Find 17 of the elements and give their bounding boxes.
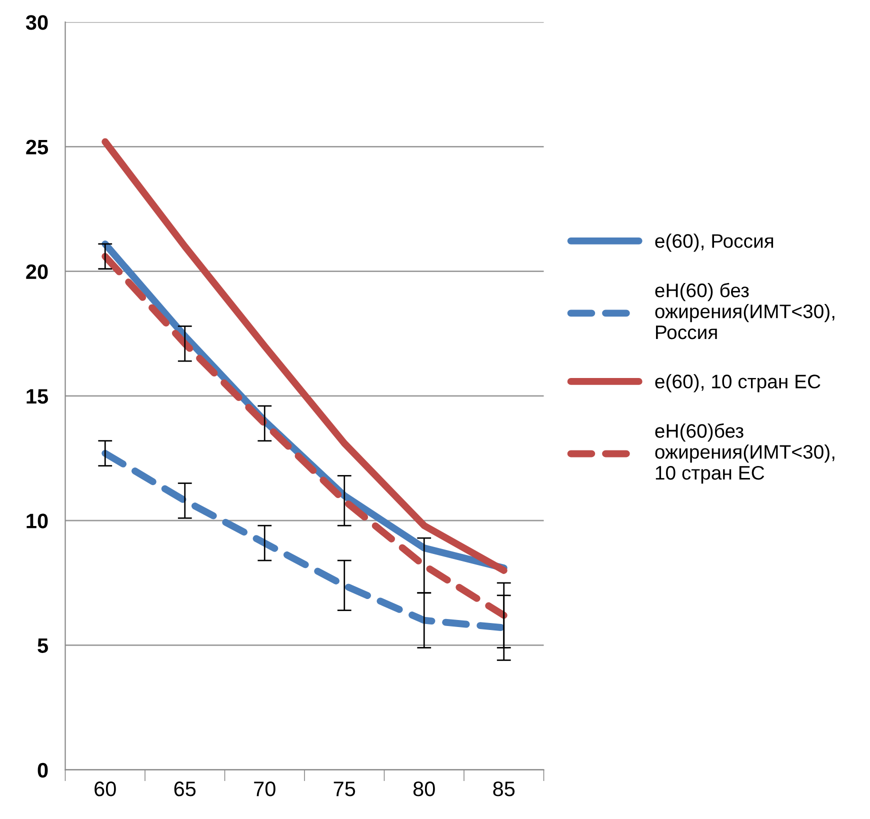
y-tick-label: 0: [38, 762, 48, 778]
legend-label: eH(60) без ожирения(ИМТ<30), Россия: [655, 282, 834, 340]
x-tick-label: 80: [413, 782, 435, 796]
y-tick-label: 25: [26, 140, 48, 154]
y-tick-label: 5: [38, 638, 48, 653]
y-tick-label: 30: [26, 15, 48, 30]
x-tick-label: 65: [174, 782, 196, 796]
x-tick-label: 70: [254, 782, 276, 796]
legend-label: eH(60)без ожирения(ИМТ<30), 10 стран ЕС: [655, 423, 834, 484]
y-tick-label: 10: [26, 514, 48, 528]
x-tick-label: 60: [94, 782, 116, 796]
legend-label: e(60), 10 стран ЕС: [655, 374, 820, 392]
y-tick-label: 20: [26, 264, 48, 280]
x-tick-label: 75: [334, 782, 356, 796]
legend-label: e(60), Россия: [655, 234, 774, 252]
x-tick-label: 85: [493, 782, 515, 796]
y-tick-label: 15: [26, 389, 48, 404]
